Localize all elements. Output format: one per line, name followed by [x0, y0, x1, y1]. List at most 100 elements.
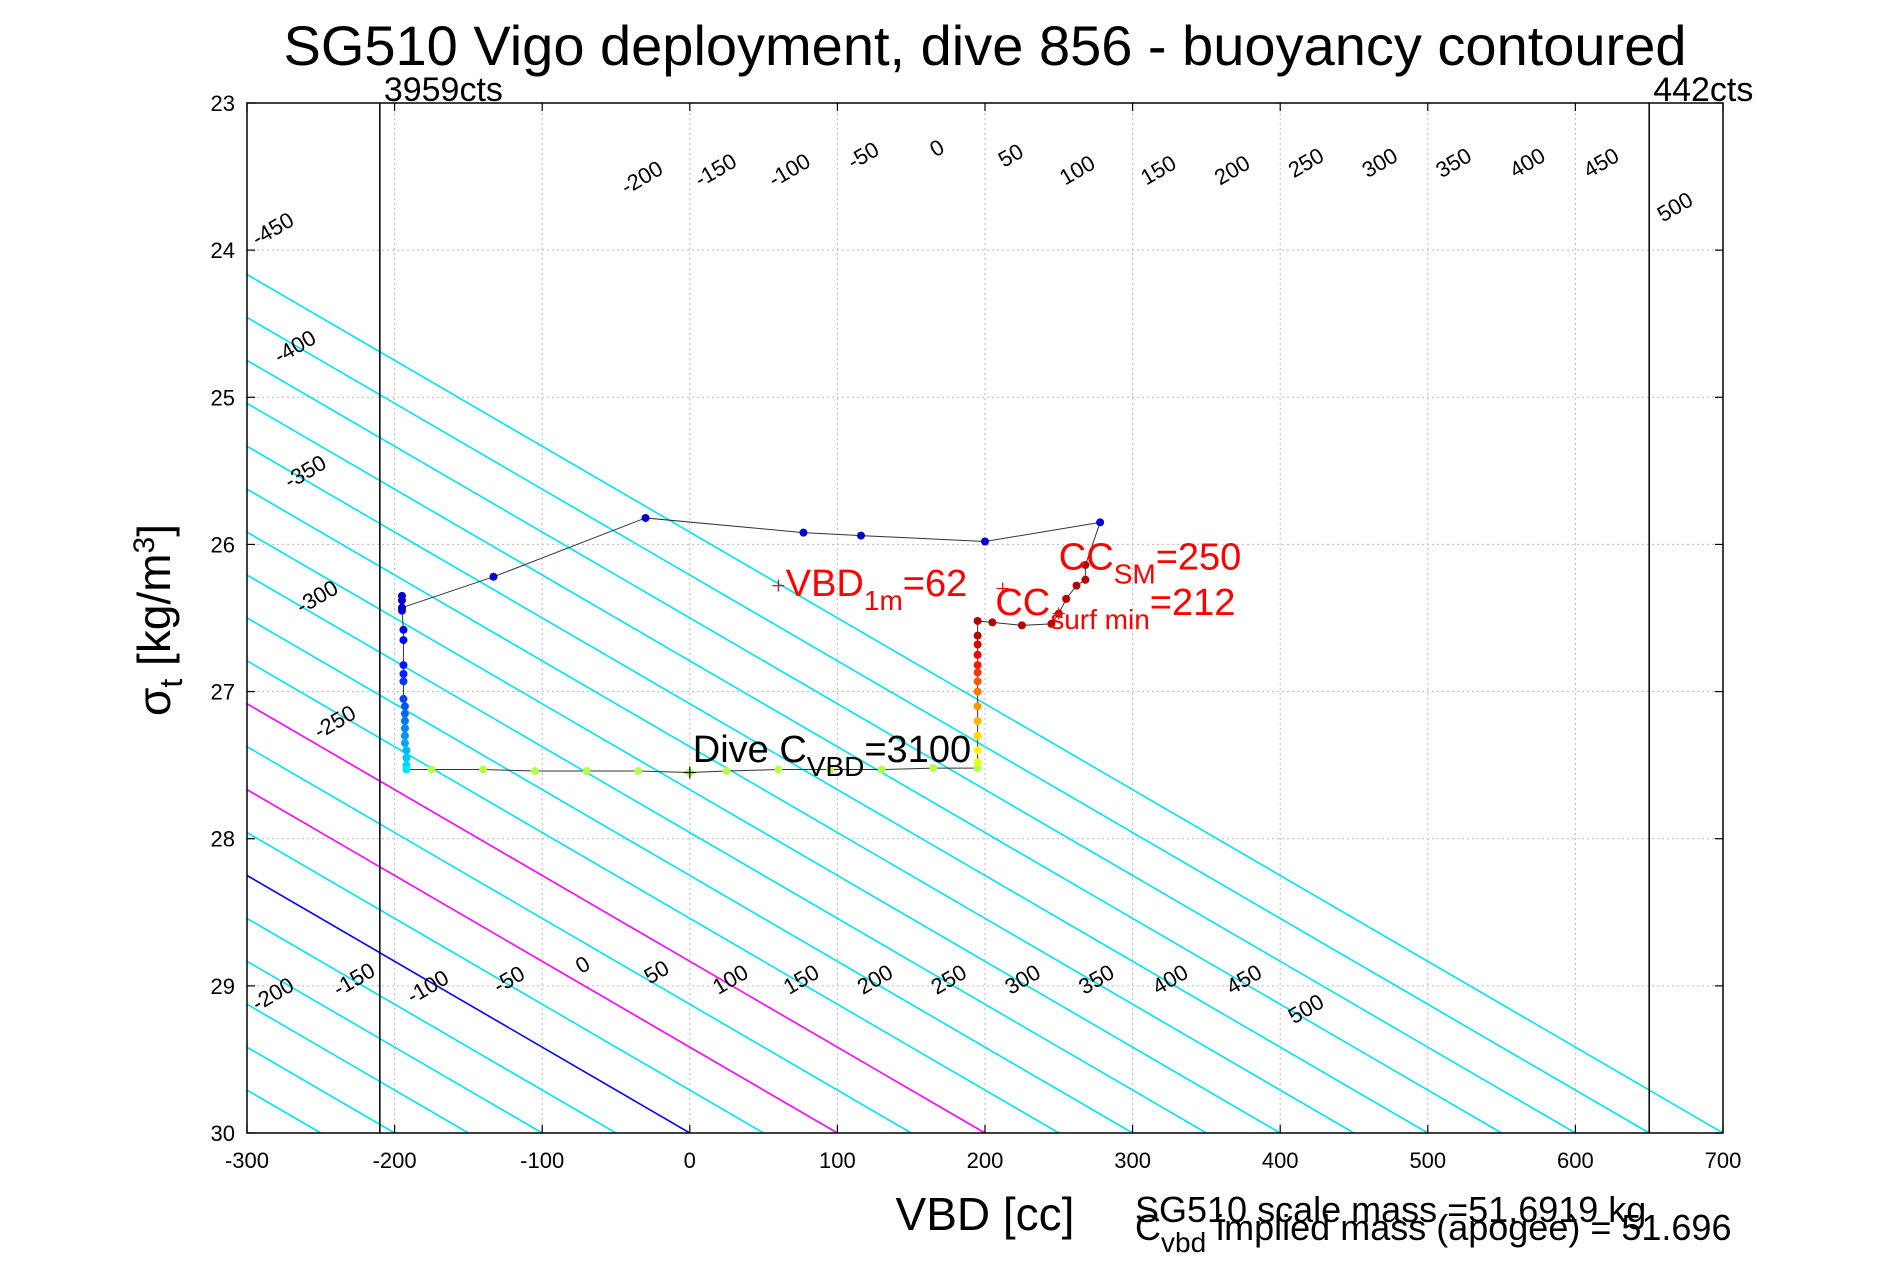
data-point — [399, 636, 408, 645]
annotation-label: Dive CVBD=3100 — [693, 729, 971, 782]
data-point — [400, 709, 409, 718]
x-tick-label: 700 — [1705, 1148, 1742, 1173]
data-point — [877, 765, 886, 774]
y-label-unit-pre: [kg/m — [128, 553, 180, 678]
y-tick-label: 25 — [211, 385, 235, 410]
data-point — [402, 746, 411, 755]
contour-line — [247, 445, 1429, 1133]
data-point — [799, 528, 808, 537]
data-point — [399, 661, 408, 670]
y-axis: 23 24 25 26 27 28 29 30 — [211, 91, 1723, 1146]
data-point — [973, 677, 982, 686]
contour-line — [247, 316, 1650, 1133]
y-tick-label: 23 — [211, 91, 235, 116]
data-point — [722, 767, 731, 776]
annotation-label: CCsurf min=212 — [995, 582, 1235, 635]
annotation-label: VBD1m=62 — [786, 563, 968, 616]
chart-title: SG510 Vigo deployment, dive 856 - buoyan… — [283, 14, 1686, 77]
annotation-marker — [683, 766, 696, 779]
data-point — [1017, 621, 1026, 630]
contour-line — [247, 659, 1060, 1133]
data-point — [402, 765, 411, 774]
data-point — [402, 753, 411, 762]
data-point — [1081, 575, 1090, 584]
data-point — [973, 661, 982, 670]
y-label-sub: t — [153, 679, 189, 688]
data-point — [1072, 581, 1081, 590]
data-point — [479, 765, 488, 774]
data-point — [582, 767, 591, 776]
data-point — [1047, 619, 1056, 628]
y-tick-label: 30 — [211, 1121, 235, 1146]
contour-line — [247, 917, 617, 1133]
footer-scale-mass: SG510 scale mass =51.6919 kg — [1135, 1189, 1646, 1230]
x-tick-label: 0 — [684, 1148, 696, 1173]
dive-trace — [397, 513, 1105, 777]
y-tick-label: 27 — [211, 680, 235, 705]
contour-line — [247, 488, 1355, 1133]
x-tick-label: -100 — [520, 1148, 564, 1173]
data-point — [973, 668, 982, 677]
data-point — [973, 717, 982, 725]
data-point — [427, 765, 436, 774]
data-point — [634, 767, 643, 776]
data-point — [973, 702, 982, 711]
data-point — [400, 702, 409, 711]
contour-line — [247, 831, 765, 1133]
footer-text: SG510 scale mass =51.6919 kg Cvbd implie… — [1135, 1189, 1731, 1258]
y-tick-label: 29 — [211, 974, 235, 999]
data-point — [399, 694, 408, 703]
data-point — [973, 631, 982, 640]
x-tick-label: 200 — [967, 1148, 1004, 1173]
x-tick-label: 100 — [819, 1148, 856, 1173]
data-point — [399, 677, 408, 686]
data-point — [973, 758, 982, 767]
data-point — [973, 650, 982, 659]
x-tick-label: 300 — [1114, 1148, 1151, 1173]
data-point — [973, 687, 982, 696]
data-point — [826, 765, 835, 774]
data-point — [981, 537, 989, 546]
y-axis-label: σt [kg/m3] — [128, 524, 189, 716]
contour-line — [247, 574, 1207, 1133]
data-point — [400, 731, 409, 740]
contour-line — [247, 402, 1503, 1133]
data-point — [973, 746, 982, 755]
svg-text:σt [kg/m3]: σt [kg/m3] — [128, 524, 189, 716]
data-point — [399, 669, 408, 678]
x-tick-label: 400 — [1262, 1148, 1299, 1173]
x-tick-label: -300 — [225, 1148, 269, 1173]
contour-line — [247, 788, 838, 1133]
contour-line — [247, 874, 691, 1133]
data-point — [489, 572, 498, 581]
data-point — [530, 767, 539, 776]
y-tick-label: 28 — [211, 827, 235, 852]
data-point — [400, 739, 409, 748]
contour-line — [247, 359, 1576, 1133]
annotation-marker — [1052, 607, 1065, 620]
data-point — [641, 513, 650, 522]
y-label-base: σ — [128, 688, 180, 716]
data-point — [1096, 518, 1105, 527]
y-tick-label: 24 — [211, 238, 235, 263]
x-tick-label: 600 — [1557, 1148, 1594, 1173]
data-point — [400, 717, 409, 725]
data-point — [973, 764, 982, 773]
contour-line — [247, 702, 986, 1133]
data-point — [973, 616, 982, 625]
data-point — [988, 618, 997, 627]
x-tick-label: -200 — [373, 1148, 417, 1173]
contour-line — [247, 531, 1281, 1133]
data-point — [400, 724, 409, 733]
annotation-label: CCSM=250 — [1059, 536, 1241, 589]
contour-line — [247, 745, 912, 1133]
y-label-unit-post: ] — [128, 524, 180, 537]
data-point — [1062, 594, 1071, 603]
y-label-unit-sup: 3 — [128, 537, 161, 554]
y-tick-label: 26 — [211, 532, 235, 557]
data-point — [397, 603, 406, 612]
x-axis-label: VBD [cc] — [896, 1188, 1075, 1240]
